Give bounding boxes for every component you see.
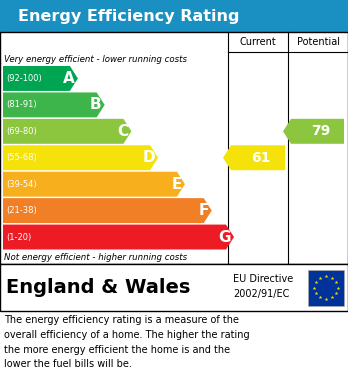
Polygon shape — [3, 145, 158, 170]
Bar — [308, 269, 344, 305]
Text: Energy Efficiency Rating: Energy Efficiency Rating — [18, 9, 239, 23]
Polygon shape — [3, 66, 78, 91]
Text: (81-91): (81-91) — [6, 100, 37, 109]
Text: England & Wales: England & Wales — [6, 278, 190, 297]
Polygon shape — [283, 119, 344, 144]
Text: 79: 79 — [311, 124, 330, 138]
Text: (1-20): (1-20) — [6, 233, 31, 242]
Polygon shape — [223, 145, 285, 170]
Polygon shape — [3, 198, 212, 223]
Text: EU Directive
2002/91/EC: EU Directive 2002/91/EC — [233, 274, 293, 298]
Text: (39-54): (39-54) — [6, 180, 37, 189]
Text: (55-68): (55-68) — [6, 153, 37, 162]
Polygon shape — [3, 224, 234, 249]
Text: D: D — [143, 150, 155, 165]
Text: Potential: Potential — [296, 37, 340, 47]
Text: The energy efficiency rating is a measure of the
overall efficiency of a home. T: The energy efficiency rating is a measur… — [4, 315, 250, 369]
Polygon shape — [3, 119, 132, 144]
Text: Not energy efficient - higher running costs: Not energy efficient - higher running co… — [4, 253, 187, 262]
Text: (92-100): (92-100) — [6, 74, 42, 83]
Bar — [0, 0, 348, 32]
Bar — [0, 264, 348, 311]
Text: F: F — [198, 203, 209, 218]
Bar — [0, 32, 348, 264]
Text: G: G — [219, 230, 231, 244]
Text: Very energy efficient - lower running costs: Very energy efficient - lower running co… — [4, 54, 187, 63]
Text: 61: 61 — [251, 151, 271, 165]
Text: (69-80): (69-80) — [6, 127, 37, 136]
Polygon shape — [3, 92, 105, 117]
Polygon shape — [3, 172, 185, 197]
Text: (21-38): (21-38) — [6, 206, 37, 215]
Text: C: C — [117, 124, 128, 139]
Text: Current: Current — [240, 37, 276, 47]
Text: E: E — [172, 177, 182, 192]
Text: A: A — [63, 71, 75, 86]
Text: B: B — [90, 97, 102, 112]
